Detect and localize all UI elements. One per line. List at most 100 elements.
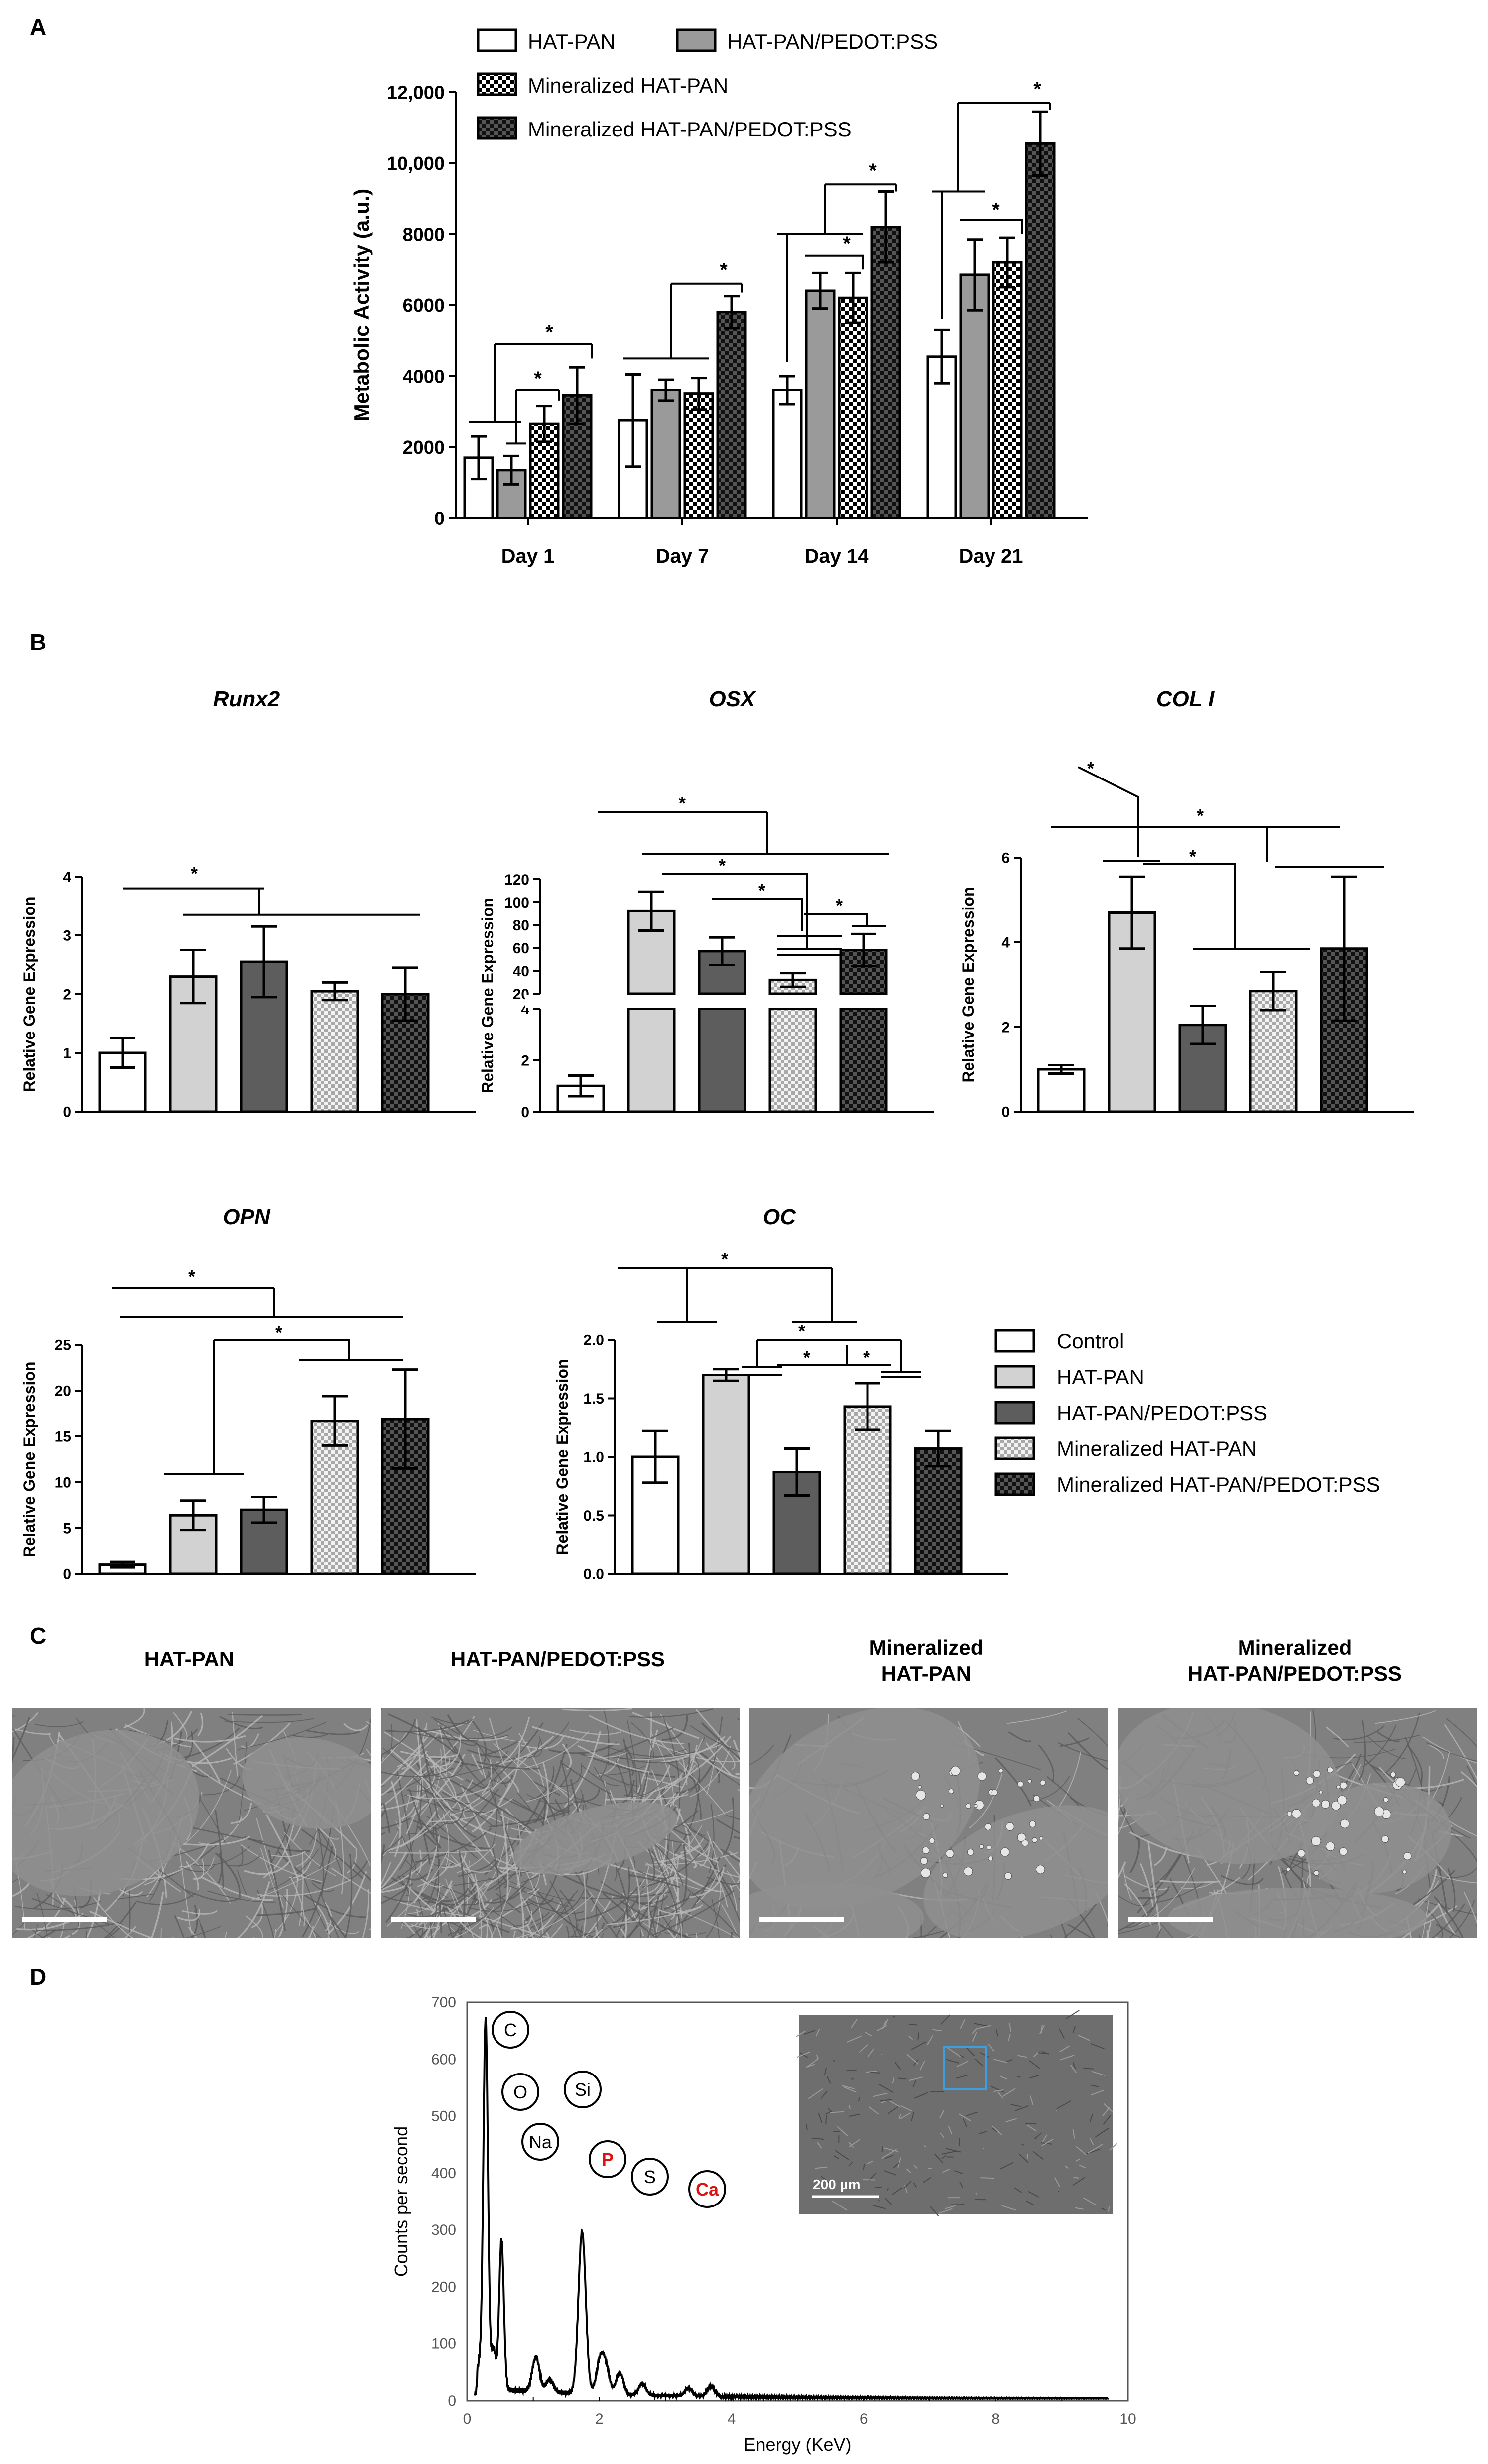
mineral-nodule — [985, 1824, 991, 1830]
y-tick-label: 10,000 — [387, 153, 445, 174]
y-tick-label: 100 — [504, 895, 529, 911]
legend-b: Control HAT-PAN HAT-PAN/PEDOT:PSS Mineraliz… — [996, 1329, 1380, 1496]
y-tick-label: 600 — [431, 2051, 456, 2068]
legend-label: HAT-PAN — [528, 30, 616, 53]
bar-1 — [806, 291, 834, 518]
legend-label: Mineralized HAT-PAN — [1057, 1437, 1257, 1460]
mineral-nodule — [1028, 1779, 1031, 1783]
mineral-nodule — [929, 1838, 935, 1843]
y-tick-label: 25 — [55, 1337, 71, 1354]
mineral-nodule — [1404, 1852, 1411, 1860]
mineral-nodule — [1374, 1807, 1384, 1816]
x-tick-label: Day 7 — [656, 545, 709, 567]
bar-3 — [1026, 143, 1054, 518]
bracket-line — [712, 899, 802, 931]
y-tick-label: 0.0 — [583, 1566, 604, 1583]
mineral-nodule — [1383, 1797, 1388, 1802]
inset-fiber — [1017, 2076, 1021, 2077]
y-tick-label: 8000 — [402, 224, 445, 245]
mineral-nodule — [1338, 1796, 1347, 1805]
mineral-nodule — [992, 1790, 997, 1796]
chart-opn: 0510152025Relative Gene ExpressionOPN** — [20, 1205, 476, 1583]
legend-swatch — [996, 1330, 1034, 1351]
y-tick-label: 4 — [63, 869, 71, 886]
chart-oc: 0.0 0.5 1.0 1.5 2.0 Relative Gene Expression O… — [553, 1205, 1008, 1583]
significance-star: * — [191, 863, 198, 884]
y-tick-label: 2 — [63, 987, 71, 1003]
chart-col1: 0246Relative Gene ExpressionCOL I*** — [959, 687, 1414, 1121]
y-tick-label: 12,000 — [387, 82, 445, 103]
y-tick-label: 0 — [434, 508, 445, 529]
element-label-Ca: Ca — [696, 2179, 719, 2200]
mineral-nodule — [1022, 1840, 1028, 1846]
mineral-nodule — [1005, 1873, 1012, 1880]
sem-image-mineralized-hat-pan — [749, 1708, 1108, 1938]
sem-title-3: Mineralized HAT-PAN — [747, 1635, 1106, 1686]
significance-star: * — [545, 321, 553, 343]
sem-image-hat-pan-pedot — [381, 1708, 740, 1938]
bar-1-lower — [628, 1009, 674, 1112]
mineral-nodule — [921, 1857, 928, 1864]
legend-swatch — [996, 1438, 1034, 1459]
element-label-S: S — [644, 2167, 656, 2187]
mineral-nodule — [1382, 1836, 1389, 1843]
y-tick-label: 1.5 — [583, 1391, 604, 1407]
mineral-nodule — [918, 1785, 922, 1789]
significance-star: * — [275, 1322, 282, 1343]
y-tick-label: 4 — [1001, 935, 1010, 951]
y-tick-label: 0 — [521, 1104, 529, 1121]
x-tick-label: 10 — [1119, 2411, 1136, 2427]
y-axis-title: Counts per second — [391, 2126, 411, 2277]
bar-3 — [845, 1407, 890, 1574]
significance-star: * — [1189, 846, 1196, 867]
y-tick-label: 500 — [431, 2108, 456, 2125]
bar-3 — [718, 312, 745, 518]
bar-3-lower — [770, 1009, 816, 1112]
mineral-nodule — [1321, 1800, 1329, 1808]
y-tick-label: 60 — [513, 940, 529, 957]
y-axis-title: Metabolic Activity (a.u.) — [350, 189, 373, 422]
y-axis-title: Relative Gene Expression — [959, 887, 977, 1082]
mineral-nodule — [978, 1772, 986, 1781]
x-axis-title: Energy (KeV) — [744, 2434, 851, 2455]
x-tick-label: Day 1 — [501, 545, 555, 567]
significance-star: * — [992, 199, 1000, 221]
significance-star: * — [869, 160, 877, 182]
bar-0 — [773, 390, 801, 519]
mineral-nodule — [1034, 1796, 1040, 1802]
legend-swatch — [478, 30, 516, 51]
sem-title-4: Mineralized HAT-PAN/PEDOT:PSS — [1116, 1635, 1474, 1686]
y-tick-label: 2.0 — [583, 1332, 604, 1349]
legend-swatch — [478, 74, 516, 95]
element-label-O: O — [513, 2082, 527, 2102]
legend-a: HAT-PAN HAT-PAN/PEDOT:PSSMineralized HAT-… — [478, 30, 938, 141]
mineral-nodule — [1006, 1822, 1014, 1830]
mineral-nodule — [943, 1873, 948, 1878]
significance-star: * — [758, 880, 765, 901]
bar-0 — [1038, 1069, 1084, 1112]
bar-2 — [839, 298, 867, 518]
mineral-nodule — [949, 1789, 954, 1794]
bracket-line — [1078, 767, 1138, 857]
element-label-C: C — [504, 2020, 517, 2040]
legend-label: Mineralized HAT-PAN/PEDOT:PSS — [528, 118, 852, 141]
mineral-nodule — [1314, 1870, 1319, 1875]
mineral-nodule — [1029, 1821, 1036, 1827]
mineral-nodule — [1402, 1870, 1406, 1874]
inset-scale-label: 200 µm — [813, 2177, 861, 2192]
chart-title: OPN — [223, 1205, 271, 1229]
chart-title: COL I — [1156, 687, 1215, 711]
y-tick-label: 700 — [431, 1994, 456, 2011]
mineral-nodule — [1287, 1812, 1292, 1816]
chart-title: Runx2 — [213, 687, 280, 711]
scale-bar — [391, 1917, 476, 1922]
significance-star: * — [1197, 805, 1204, 826]
mineral-nodule — [1286, 1867, 1290, 1871]
mineral-nodule — [911, 1772, 920, 1780]
mineral-nodule — [987, 1845, 991, 1850]
mineral-nodule — [1327, 1767, 1333, 1773]
significance-star: * — [1087, 758, 1094, 778]
y-tick-label: 100 — [431, 2336, 456, 2352]
y-tick-label: 2000 — [402, 437, 445, 458]
y-tick-label: 15 — [55, 1429, 71, 1445]
